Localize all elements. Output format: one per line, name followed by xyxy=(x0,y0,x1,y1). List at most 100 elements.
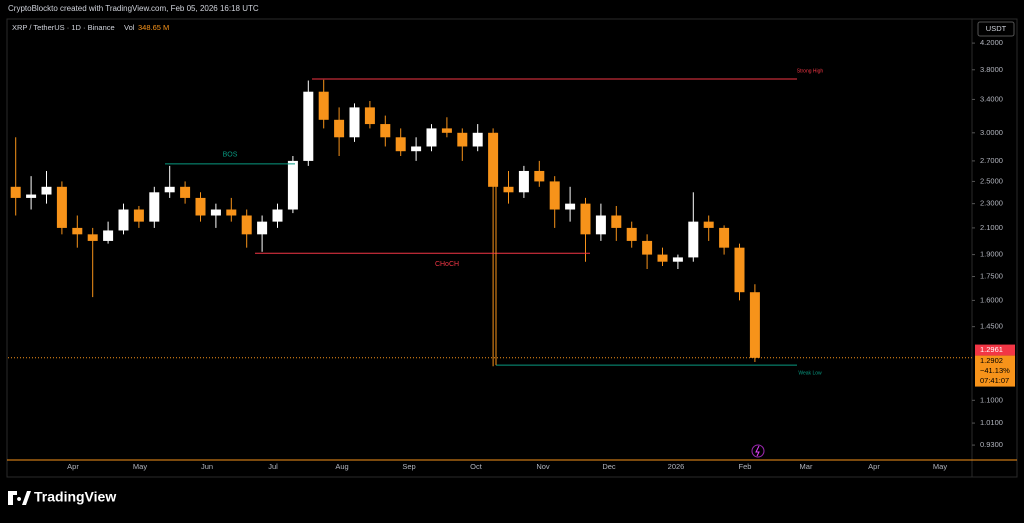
y-tick-label: 1.6000 xyxy=(980,295,1003,304)
price-label-box xyxy=(975,355,1015,387)
x-tick-label: May xyxy=(133,462,147,471)
y-tick-label: 1.7500 xyxy=(980,272,1003,281)
x-tick-label: 2026 xyxy=(668,462,685,471)
y-tick-label: 1.4500 xyxy=(980,322,1003,331)
candle-body xyxy=(565,203,576,210)
candle-body xyxy=(672,257,683,262)
level-label: CHoCH xyxy=(435,261,459,268)
logo xyxy=(8,491,31,505)
price-change: −41.13% xyxy=(980,366,1010,375)
candle-body xyxy=(657,254,668,262)
candle-body xyxy=(488,132,499,187)
y-tick-label: 3.8000 xyxy=(980,65,1003,74)
y-tick-label: 4.2000 xyxy=(980,38,1003,47)
y-tick-label: 2.3000 xyxy=(980,199,1003,208)
candle-body xyxy=(272,209,283,222)
header: CryptoBlockto created with TradingView.c… xyxy=(8,4,259,13)
candle-body xyxy=(364,107,375,125)
currency-box[interactable] xyxy=(977,21,1015,37)
countdown: 07:41:07 xyxy=(980,376,1009,385)
candle-body xyxy=(118,209,129,231)
candle-body xyxy=(595,215,606,235)
candle-body xyxy=(56,186,67,228)
y-tick-label: 1.1000 xyxy=(980,395,1003,404)
candle-body xyxy=(395,137,406,152)
candle-body xyxy=(133,209,144,222)
candle-body xyxy=(472,132,483,147)
candle-body xyxy=(10,186,21,198)
volume-label: Vol xyxy=(124,23,135,32)
y-tick-label: 1.0100 xyxy=(980,418,1003,427)
candle-body xyxy=(41,186,52,195)
volume: 348.65 M xyxy=(138,23,169,32)
symbol: XRP / TetherUS · 1D · Binance xyxy=(12,23,115,32)
x-tick-label: Oct xyxy=(470,462,483,471)
price-label-box xyxy=(975,344,1015,356)
candle-body xyxy=(749,292,760,358)
y-tick-label: 0.9300 xyxy=(980,440,1003,449)
price-label: 1.2961 xyxy=(980,345,1003,354)
candle-body xyxy=(688,221,699,258)
candle-body xyxy=(334,119,345,138)
candle-body xyxy=(380,124,391,138)
candle-body xyxy=(534,170,545,182)
candle-body xyxy=(226,209,237,216)
candle-body xyxy=(210,209,221,216)
candle-body xyxy=(642,240,653,255)
x-tick-label: Nov xyxy=(536,462,550,471)
level-label: Weak Low xyxy=(798,370,822,376)
candle-body xyxy=(611,215,622,228)
candle-body xyxy=(503,186,514,193)
price-label: 1.2902 xyxy=(980,356,1003,365)
y-tick-label: 3.0000 xyxy=(980,128,1003,137)
frame xyxy=(6,18,1018,478)
candle-body xyxy=(734,247,745,293)
candle-body xyxy=(149,192,160,222)
candle-body xyxy=(72,227,83,235)
candle-body xyxy=(411,146,422,152)
y-tick-label: 1.9000 xyxy=(980,250,1003,259)
x-tick-label: Apr xyxy=(868,462,880,471)
candle-body xyxy=(703,221,714,228)
candle-body xyxy=(180,186,191,198)
x-tick-label: Jul xyxy=(268,462,278,471)
candle-body xyxy=(26,194,37,198)
candle-body xyxy=(457,132,468,147)
level-label: Strong High xyxy=(797,68,824,74)
candle-body xyxy=(349,107,360,138)
candle-body xyxy=(549,181,560,210)
y-tick-label: 2.7000 xyxy=(980,156,1003,165)
candle-body xyxy=(241,215,252,235)
candle-body xyxy=(441,128,452,133)
x-tick-label: May xyxy=(933,462,947,471)
candle-body xyxy=(87,234,98,241)
candle-body xyxy=(719,227,730,248)
candle-body xyxy=(103,230,114,241)
x-tick-label: Feb xyxy=(739,462,752,471)
candle-body xyxy=(580,203,591,235)
y-tick-label: 3.4000 xyxy=(980,94,1003,103)
y-tick-label: 2.1000 xyxy=(980,223,1003,232)
candle-body xyxy=(195,197,206,216)
candle-body xyxy=(257,221,268,235)
x-tick-label: Apr xyxy=(67,462,79,471)
candle-body xyxy=(287,160,298,210)
candle-body xyxy=(303,91,314,161)
brand: TradingView xyxy=(34,489,116,505)
x-tick-label: Jun xyxy=(201,462,213,471)
candle-body xyxy=(318,91,329,120)
candle-body xyxy=(426,128,437,147)
x-tick-label: Dec xyxy=(602,462,616,471)
lightning-icon[interactable] xyxy=(751,444,765,458)
candle-body xyxy=(164,186,175,193)
x-tick-label: Mar xyxy=(800,462,813,471)
candle-body xyxy=(518,170,529,193)
currency[interactable]: USDT xyxy=(986,24,1007,33)
x-tick-label: Aug xyxy=(335,462,348,471)
x-tick-label: Sep xyxy=(402,462,415,471)
candle-body xyxy=(626,227,637,241)
level-label: BOS xyxy=(223,152,238,159)
